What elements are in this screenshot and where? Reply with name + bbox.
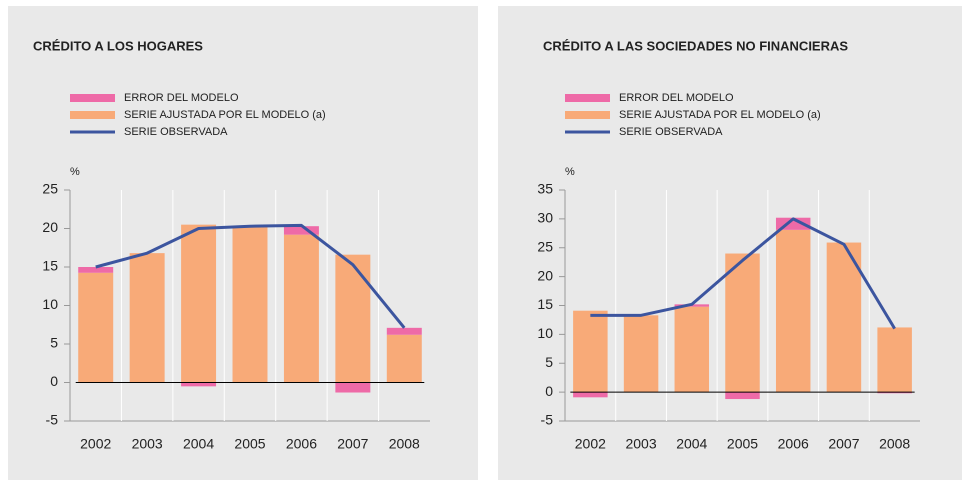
y-axis-label: % bbox=[565, 166, 575, 178]
bar bbox=[78, 272, 114, 383]
error-bar bbox=[283, 226, 319, 235]
x-tick-label: 2006 bbox=[286, 436, 317, 452]
legend-swatch bbox=[70, 111, 115, 119]
bar bbox=[826, 242, 862, 393]
observed-line bbox=[95, 223, 406, 329]
error-bar bbox=[725, 392, 760, 400]
y-tick-label: 0 bbox=[50, 373, 58, 389]
bar bbox=[283, 234, 319, 383]
y-tick-label: 10 bbox=[42, 296, 58, 312]
legend-label: SERIE AJUSTADA POR EL MODELO (a) bbox=[124, 109, 326, 121]
y-tick-label: 25 bbox=[42, 181, 58, 197]
error-bar bbox=[78, 267, 114, 273]
y-tick-label: 15 bbox=[42, 258, 58, 274]
bar bbox=[181, 224, 217, 383]
bar bbox=[573, 310, 608, 393]
error-bar bbox=[181, 382, 217, 387]
legend-label: SERIE OBSERVADA bbox=[619, 126, 723, 138]
bar bbox=[623, 315, 659, 393]
y-tick-label: 20 bbox=[42, 219, 58, 235]
legend-label: SERIE AJUSTADA POR EL MODELO (a) bbox=[619, 109, 821, 121]
bar bbox=[129, 253, 165, 383]
x-tick-label: 2003 bbox=[132, 436, 163, 452]
x-tick-label: 2005 bbox=[727, 436, 758, 452]
error-bar bbox=[573, 392, 608, 398]
x-tick-label: 2004 bbox=[183, 436, 214, 452]
bar bbox=[335, 254, 371, 383]
legend-label: SERIE OBSERVADA bbox=[124, 126, 228, 138]
y-axis-label: % bbox=[70, 166, 80, 178]
error-bar bbox=[877, 392, 912, 394]
x-tick-label: 2005 bbox=[234, 436, 265, 452]
bar bbox=[725, 253, 760, 393]
chart-title: CRÉDITO A LOS HOGARES bbox=[33, 38, 203, 53]
panel bbox=[498, 6, 962, 480]
y-tick-label: 10 bbox=[537, 325, 553, 341]
x-tick-label: 2004 bbox=[676, 436, 707, 452]
x-tick-label: 2002 bbox=[575, 436, 606, 452]
observed-line bbox=[590, 217, 896, 330]
bar bbox=[877, 327, 912, 393]
y-tick-label: 5 bbox=[545, 354, 553, 370]
chart-title: CRÉDITO A LAS SOCIEDADES NO FINANCIERAS bbox=[543, 38, 848, 53]
error-bar bbox=[335, 382, 371, 393]
legend-label: ERROR DEL MODELO bbox=[124, 92, 239, 104]
y-tick-label: 5 bbox=[50, 335, 58, 351]
bar bbox=[775, 229, 811, 393]
y-tick-label: 35 bbox=[537, 181, 553, 197]
y-tick-label: -5 bbox=[541, 412, 554, 428]
x-tick-label: 2008 bbox=[879, 436, 910, 452]
y-tick-label: -5 bbox=[46, 412, 59, 428]
error-bar bbox=[386, 327, 422, 335]
x-tick-label: 2007 bbox=[337, 436, 368, 452]
legend-swatch bbox=[70, 94, 115, 102]
y-tick-label: 15 bbox=[537, 296, 553, 312]
bar bbox=[232, 226, 268, 383]
legend-swatch bbox=[565, 94, 610, 102]
x-tick-label: 2008 bbox=[389, 436, 420, 452]
legend-swatch bbox=[565, 111, 610, 119]
y-tick-label: 0 bbox=[545, 383, 553, 399]
bar bbox=[674, 306, 710, 393]
x-tick-label: 2002 bbox=[80, 436, 111, 452]
legend-label: ERROR DEL MODELO bbox=[619, 92, 734, 104]
y-tick-label: 30 bbox=[537, 210, 553, 226]
y-tick-label: 20 bbox=[537, 267, 553, 283]
bar bbox=[386, 334, 422, 383]
x-tick-label: 2003 bbox=[625, 436, 656, 452]
x-tick-label: 2007 bbox=[828, 436, 859, 452]
x-tick-label: 2006 bbox=[778, 436, 809, 452]
y-tick-label: 25 bbox=[537, 238, 553, 254]
